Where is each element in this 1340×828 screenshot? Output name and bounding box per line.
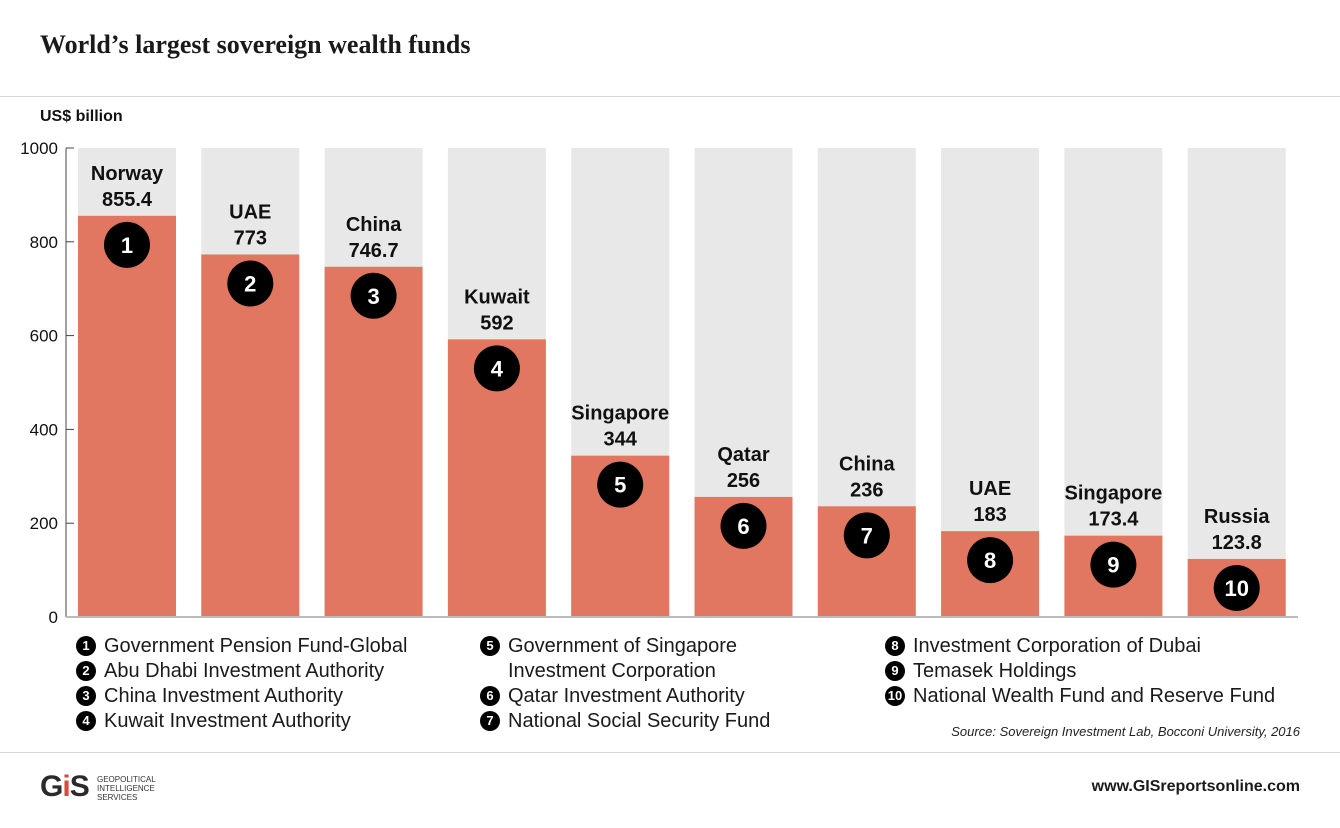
legend-badge-9: 9 [885, 661, 905, 681]
chart-title: World’s largest sovereign wealth funds [40, 30, 471, 59]
rank-badge-number: 5 [614, 473, 626, 498]
rank-badge-1 [104, 221, 150, 268]
rank-badge-number: 9 [1107, 553, 1119, 578]
rank-badge-4 [473, 345, 520, 392]
bar-1 [78, 215, 176, 618]
legend-item-4: 4 Kuwait Investment Authority [76, 710, 351, 733]
bar-category-label: Singapore [1065, 483, 1163, 505]
rank-badge-8 [967, 537, 1014, 584]
legend-label-5-continued: Investment Corporation [508, 660, 716, 682]
rank-badge-number: 1 [121, 233, 133, 258]
bar-background-10 [1187, 148, 1286, 617]
legend-label-1: Government Pension Fund-Global [104, 635, 408, 657]
legend-item-6: 6 Qatar Investment Authority [480, 685, 745, 708]
bar-category-label: China [346, 214, 402, 236]
logo-letter-i: i [62, 770, 70, 803]
bar-category-label: Norway [91, 163, 164, 185]
bar-value-label: 183 [973, 504, 1006, 526]
rank-badge-5 [597, 461, 644, 508]
legend-label-8: Investment Corporation of Dubai [913, 635, 1201, 657]
bar-category-label: Kuwait [464, 286, 530, 308]
legend-label-2: Abu Dhabi Investment Authority [104, 660, 385, 682]
y-axis-unit-label: US$ billion [40, 108, 123, 125]
logo-subtitle-line: SERVICES [97, 793, 138, 802]
legend-badge-1: 1 [76, 636, 96, 656]
rank-badge-number: 2 [244, 271, 256, 296]
y-tick-label: 400 [30, 420, 58, 439]
bar-value-label: 123.8 [1212, 532, 1262, 554]
legend-badge-6: 6 [480, 686, 500, 706]
legend-label-9: Temasek Holdings [913, 660, 1077, 682]
bar-category-label: Russia [1204, 506, 1270, 528]
legend-item-2: 2 Abu Dhabi Investment Authority [76, 660, 384, 683]
logo-letter-g: G [40, 770, 63, 803]
logo-subtitle-line: INTELLIGENCE [97, 784, 155, 793]
rank-badge-number: 3 [367, 284, 379, 309]
bar-category-label: Qatar [717, 444, 769, 466]
legend-item-10: 10 National Wealth Fund and Reserve Fund [885, 685, 1275, 708]
bar-value-label: 344 [604, 429, 638, 451]
rank-badge-number: 8 [984, 548, 996, 573]
logo-letter-s: S [69, 770, 90, 803]
bar-category-label: China [839, 453, 895, 475]
legend-badge-2: 2 [76, 661, 96, 681]
rank-badge-9 [1090, 541, 1137, 588]
rank-badge-number: 6 [737, 514, 749, 539]
legend-badge-7: 7 [480, 711, 500, 731]
legend-item-3: 3 China Investment Authority [76, 685, 343, 708]
website-link[interactable]: www.GISreportsonline.com [1091, 778, 1300, 795]
y-tick-label: 0 [49, 608, 58, 627]
legend-item-1: 1 Government Pension Fund-Global [76, 635, 408, 658]
bar-category-label: UAE [969, 478, 1011, 500]
y-tick-label: 800 [30, 233, 58, 252]
rank-badge-6 [720, 502, 767, 549]
legend-item-5: 5 Government of Singapore [480, 635, 737, 658]
legend-label-4: Kuwait Investment Authority [104, 710, 351, 732]
source-note: Source: Sovereign Investment Lab, Boccon… [951, 724, 1300, 739]
bar-value-label: 173.4 [1088, 509, 1139, 531]
rank-badge-number: 4 [491, 356, 504, 381]
bar-category-label: UAE [229, 201, 271, 223]
y-tick-label: 1000 [20, 139, 58, 158]
bar-value-label: 256 [727, 470, 760, 492]
footer-divider [0, 752, 1340, 753]
y-tick-label: 200 [30, 514, 58, 533]
legend-label-7: National Social Security Fund [508, 710, 771, 732]
legend-label-5: Government of Singapore [508, 635, 738, 657]
bar-2 [201, 254, 300, 617]
logo-subtitle: GEOPOLITICAL INTELLIGENCE SERVICES [97, 775, 177, 802]
rank-badge-7 [843, 512, 890, 559]
header-divider [0, 96, 1340, 97]
bar-value-label: 236 [850, 479, 883, 501]
bar-value-label: 855.4 [102, 189, 153, 211]
legend-badge-3: 3 [76, 686, 96, 706]
legend-item-7: 7 National Social Security Fund [480, 710, 770, 733]
legend-label-10: National Wealth Fund and Reserve Fund [913, 685, 1276, 707]
legend-label-6: Qatar Investment Authority [508, 685, 745, 707]
legend-badge-10: 10 [885, 686, 905, 706]
rank-badge-3 [350, 272, 397, 319]
bar-value-label: 592 [480, 312, 513, 334]
legend-item-8: 8 Investment Corporation of Dubai [885, 635, 1201, 658]
rank-badge-number: 10 [1224, 576, 1248, 601]
legend-item-9: 9 Temasek Holdings [885, 660, 1076, 683]
legend-label-3: China Investment Authority [104, 685, 344, 707]
bar-value-label: 746.7 [349, 240, 399, 262]
legend-badge-4: 4 [76, 711, 96, 731]
rank-badge-10 [1213, 564, 1260, 611]
bar-value-label: 773 [234, 227, 267, 249]
bar-3 [324, 266, 423, 617]
rank-badge-2 [227, 260, 274, 307]
legend-badge-8: 8 [885, 636, 905, 656]
rank-badge-number: 7 [861, 523, 873, 548]
y-tick-label: 600 [30, 327, 58, 346]
bar-chart: 0 200 400 600 800 1000 Norway 855.4 1 UAE 773 2 Chin… [20, 139, 1298, 627]
bar-category-label: Singapore [571, 403, 669, 425]
legend-badge-5: 5 [480, 636, 500, 656]
logo-subtitle-line: GEOPOLITICAL [97, 775, 156, 784]
gis-logo: GiS [40, 770, 90, 804]
